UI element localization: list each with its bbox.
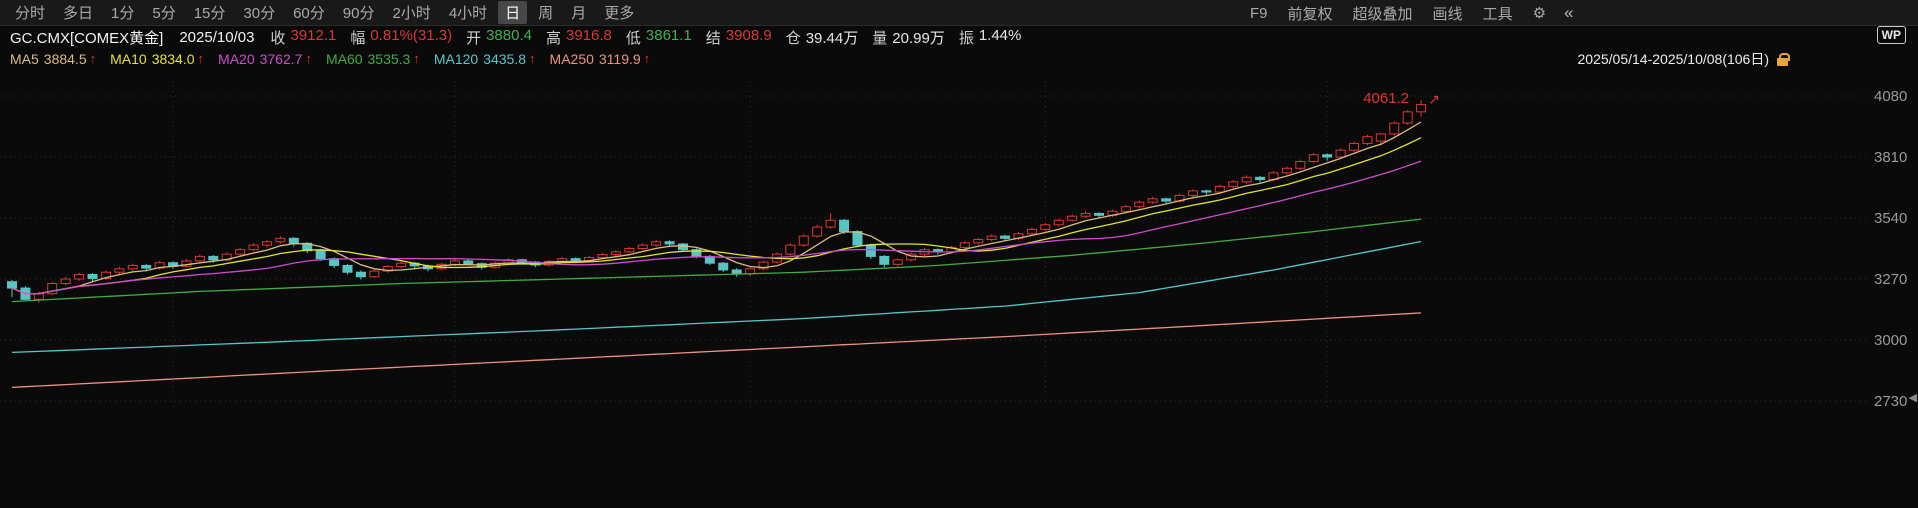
chart-canvas[interactable]: 4080 3810 3540 3270 3000 2730 4061.2 ↗ — [0, 69, 1918, 508]
svg-text:↗: ↗ — [1428, 91, 1440, 107]
up-arrow-icon: ↑ — [529, 51, 536, 66]
button-forward-adjust[interactable]: 前复权 — [1287, 5, 1333, 23]
ma-indicator-bar: MA5 3884.5 ↑ MA10 3834.0 ↑ MA20 3762.7 ↑ MA60 3… — [0, 48, 1918, 71]
field-open-interest: 仓 39.44万 — [785, 29, 859, 47]
tab-fenshi[interactable]: 分时 — [15, 5, 46, 22]
button-tools[interactable]: 工具 — [1482, 5, 1513, 23]
svg-text:4061.2: 4061.2 — [1363, 90, 1409, 107]
ma250-readout: MA250 3119.9 ↑ — [549, 50, 651, 67]
up-arrow-icon: ↑ — [413, 51, 420, 66]
svg-text:3810: 3810 — [1874, 149, 1907, 166]
gear-icon[interactable]: ⚙ — [1532, 5, 1547, 22]
date-range-label[interactable]: 2025/05/14-2025/10/08(106日) — [1577, 49, 1769, 71]
field-change: 幅 0.81%(31.3) — [350, 26, 453, 47]
ma60-readout: MA60 3535.3 ↑ — [325, 50, 420, 67]
field-low: 低 3861.1 — [625, 26, 692, 47]
tab-weekly[interactable]: 周 — [538, 5, 554, 22]
tab-more[interactable]: 更多 — [604, 5, 635, 22]
field-high: 高 3916.8 — [545, 26, 612, 47]
symbol-name[interactable]: GC.CMX[COMEX黄金] — [10, 29, 164, 47]
tab-30min[interactable]: 30分 — [243, 5, 276, 22]
field-open: 开 3880.4 — [466, 26, 532, 47]
quote-info-bar: GC.CMX[COMEX黄金] 2025/10/03 收 3912.1 幅 0.81… — [0, 26, 1918, 48]
toolbar-right-group: F9 前复权 超级叠加 画线 工具 ⚙ « — [1240, 0, 1582, 26]
tab-4hour[interactable]: 4小时 — [448, 5, 488, 22]
button-f9[interactable]: F9 — [1250, 4, 1268, 22]
tab-monthly[interactable]: 月 — [571, 5, 587, 22]
svg-text:2730: 2730 — [1874, 393, 1907, 410]
field-close: 收 3912.1 — [270, 26, 337, 47]
candlestick-chart[interactable]: 4080 3810 3540 3270 3000 2730 4061.2 ↗ ◀ — [0, 69, 1918, 508]
tab-1min[interactable]: 1分 — [111, 5, 135, 22]
up-arrow-icon: ↑ — [89, 51, 97, 66]
tab-2hour[interactable]: 2小时 — [392, 5, 431, 22]
quote-date: 2025/10/03 — [179, 28, 255, 46]
button-super-overlay[interactable]: 超级叠加 — [1352, 5, 1413, 23]
wp-logo: WP — [1876, 26, 1906, 44]
field-volume: 量 20.99万 — [872, 29, 945, 47]
tab-90min[interactable]: 90分 — [342, 5, 375, 22]
timeframe-toolbar: 分时 多日 1分 5分 15分 30分 60分 90分 2小时 4小时 日 周 … — [0, 0, 1918, 26]
tab-daily[interactable]: 日 — [498, 1, 528, 24]
svg-text:3540: 3540 — [1874, 210, 1907, 227]
tab-duori[interactable]: 多日 — [63, 5, 94, 22]
ma5-readout: MA5 3884.5 ↑ — [10, 50, 97, 67]
pane-collapse-icon[interactable]: ◀ — [1908, 392, 1917, 404]
up-arrow-icon: ↑ — [305, 51, 312, 66]
ma120-readout: MA120 3435.8 ↑ — [433, 50, 536, 67]
field-settle: 结 3908.9 — [705, 26, 772, 47]
up-arrow-icon: ↑ — [197, 51, 205, 66]
ma10-readout: MA10 3834.0 ↑ — [110, 50, 205, 67]
date-range-selector[interactable]: 2025/05/14-2025/10/08(106日) — [1577, 49, 1790, 71]
lock-icon[interactable] — [1777, 52, 1790, 66]
svg-text:3270: 3270 — [1874, 271, 1907, 288]
tab-15min[interactable]: 15分 — [193, 5, 226, 22]
ma20-readout: MA20 3762.7 ↑ — [218, 50, 312, 67]
tab-60min[interactable]: 60分 — [293, 5, 325, 22]
svg-text:3000: 3000 — [1874, 332, 1907, 349]
up-arrow-icon: ↑ — [643, 51, 651, 66]
collapse-panel-icon[interactable]: « — [1564, 3, 1574, 22]
tab-5min[interactable]: 5分 — [152, 5, 176, 22]
field-amplitude: 振 1.44% — [958, 26, 1022, 47]
svg-text:4080: 4080 — [1874, 88, 1907, 105]
button-draw-line[interactable]: 画线 — [1432, 5, 1463, 23]
